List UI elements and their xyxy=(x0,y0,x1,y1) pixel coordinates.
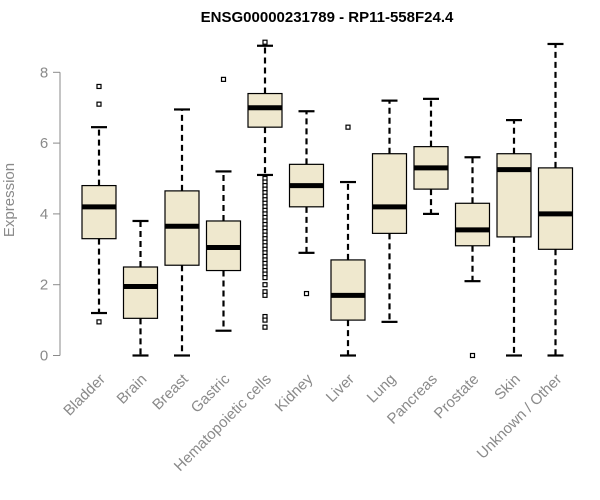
box-breast xyxy=(164,108,200,357)
box-liver xyxy=(330,124,366,357)
iqr-box xyxy=(496,153,532,238)
outlier-point xyxy=(262,292,268,298)
box-kidney xyxy=(288,110,325,297)
x-tick-label: Kidney xyxy=(272,370,317,415)
box-brain xyxy=(122,219,159,357)
y-tick-label: 6 xyxy=(40,135,48,152)
iqr-box xyxy=(454,202,491,247)
box-lung xyxy=(371,99,408,323)
outlier-point xyxy=(96,101,102,107)
outlier-point xyxy=(220,76,227,82)
y-tick-label: 4 xyxy=(40,206,48,223)
outlier-point xyxy=(96,319,102,325)
y-axis: 0 2 4 6 8 xyxy=(40,64,61,365)
outlier-point xyxy=(469,352,476,359)
box-pancreas xyxy=(413,97,449,215)
outlier-point xyxy=(262,39,268,45)
outlier-point xyxy=(262,282,268,288)
outlier-point xyxy=(262,275,268,281)
outlier-point xyxy=(262,317,268,323)
iqr-box xyxy=(330,259,366,321)
x-tick-label: Skin xyxy=(491,371,524,404)
iqr-box xyxy=(371,153,408,234)
chart-title: ENSG00000231789 - RP11-558F24.4 xyxy=(201,9,454,26)
outlier-point xyxy=(96,83,102,90)
iqr-box xyxy=(81,184,117,240)
outlier-point xyxy=(345,124,351,130)
outlier-point xyxy=(262,324,268,330)
box-unknown-other xyxy=(537,42,574,357)
box-prostate xyxy=(454,156,491,359)
boxes-group xyxy=(81,39,574,359)
iqr-box xyxy=(537,167,574,250)
box-bladder xyxy=(81,83,117,325)
x-tick-label: Liver xyxy=(323,371,358,406)
x-tick-label: Lung xyxy=(364,371,400,407)
outlier-point xyxy=(303,290,310,297)
iqr-box xyxy=(247,92,283,128)
x-tick-label: Prostate xyxy=(431,371,483,423)
x-tick-label: Bladder xyxy=(60,371,109,420)
box-hematopoietic-cells xyxy=(247,39,283,330)
y-tick-label: 0 xyxy=(40,348,48,365)
x-tick-label: Brain xyxy=(114,371,151,408)
iqr-box xyxy=(122,266,159,319)
box-gastric xyxy=(205,76,242,332)
y-tick-label: 2 xyxy=(40,277,48,294)
x-tick-label: Breast xyxy=(149,370,192,413)
y-tick-label: 8 xyxy=(40,64,48,81)
box-skin xyxy=(496,118,532,357)
y-axis-label: Expression xyxy=(1,163,18,237)
